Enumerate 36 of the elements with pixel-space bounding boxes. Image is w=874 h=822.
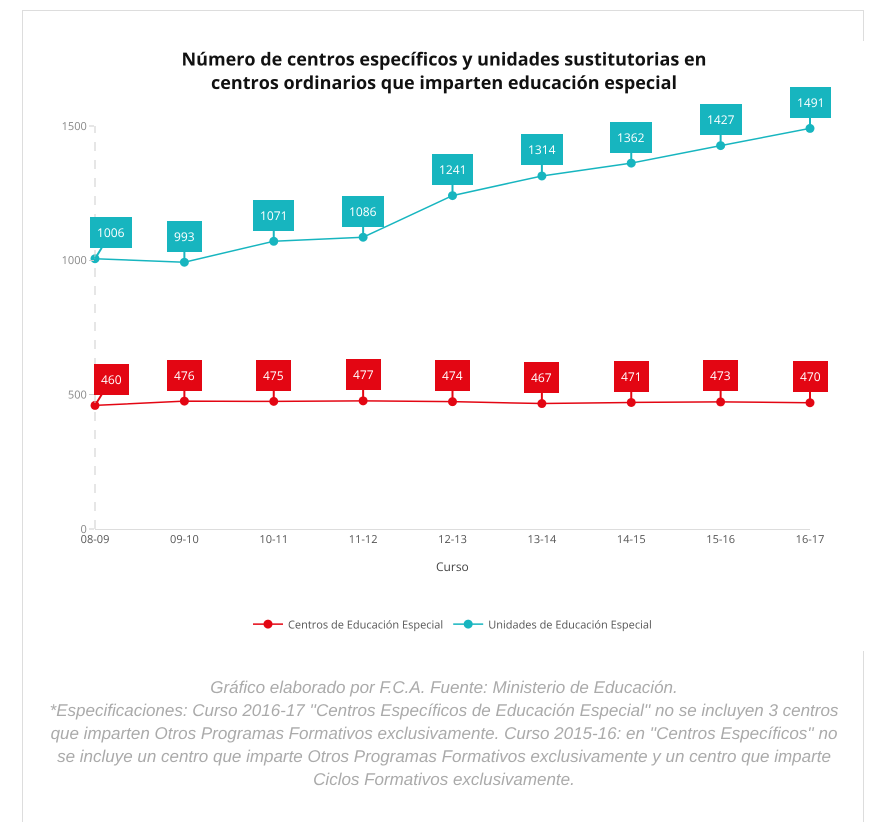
x-tick-label: 11-12 — [348, 532, 378, 548]
data-label: 1427 — [707, 111, 735, 128]
x-tick-label: 13-14 — [528, 532, 557, 548]
text: Gráfico elaborado por F.C.A. Fuente: Ministerio de Educación. — [209, 677, 679, 699]
data-label: 460 — [101, 371, 122, 388]
data-label: 1241 — [439, 161, 466, 178]
x-tick-label: 12-13 — [438, 532, 467, 548]
x-tick-label: 16-17 — [796, 532, 824, 548]
data-label: 993 — [174, 228, 195, 245]
legend-label: Centros de Educación Especial — [288, 617, 444, 632]
data-label: 1006 — [97, 224, 125, 241]
x-tick-label: 15-16 — [706, 532, 735, 548]
x-tick-label: 14-15 — [616, 532, 646, 548]
data-label: 475 — [263, 367, 284, 384]
data-label: 1491 — [797, 94, 824, 111]
y-tick-label: 1500 — [62, 118, 87, 134]
text: *Especificaciones: Curso 2016-17 ''Centros Específicos de Educación Especial'' no se incluyen 3 centros que imparten Otros Programas Formativos exclusivamente. Curso 2015-16: en ''Centros Específicos'' no se incluye un centro que imparte Otros Programas Formativos exclusivamente y un centro que imparte Ciclos Formativos exclusivamente. — [48, 700, 840, 791]
y-tick-label: 500 — [68, 388, 87, 403]
data-label: 1071 — [260, 207, 288, 224]
data-label: 473 — [710, 367, 731, 384]
y-tick-label: 1000 — [62, 253, 87, 268]
data-label: 1362 — [617, 129, 645, 146]
x-axis-title: Curso — [436, 558, 469, 575]
x-tick-label: 09-10 — [170, 532, 199, 548]
data-label: 474 — [442, 367, 463, 384]
data-label: 470 — [800, 368, 821, 385]
data-label: 467 — [531, 369, 552, 386]
x-tick-label: 08-09 — [80, 532, 110, 548]
x-tick-label: 10-11 — [259, 532, 288, 548]
data-label: 1314 — [528, 141, 556, 158]
data-label: 1086 — [349, 203, 377, 220]
data-label: 477 — [353, 366, 374, 383]
legend-label: Unidades de Educación Especial — [488, 617, 652, 632]
data-label: 471 — [621, 368, 642, 385]
chart-title: Número de centros específicos y unidades sustitutorias en centros ordinarios que imparten educación especial — [181, 47, 707, 95]
data-label: 476 — [174, 367, 195, 384]
